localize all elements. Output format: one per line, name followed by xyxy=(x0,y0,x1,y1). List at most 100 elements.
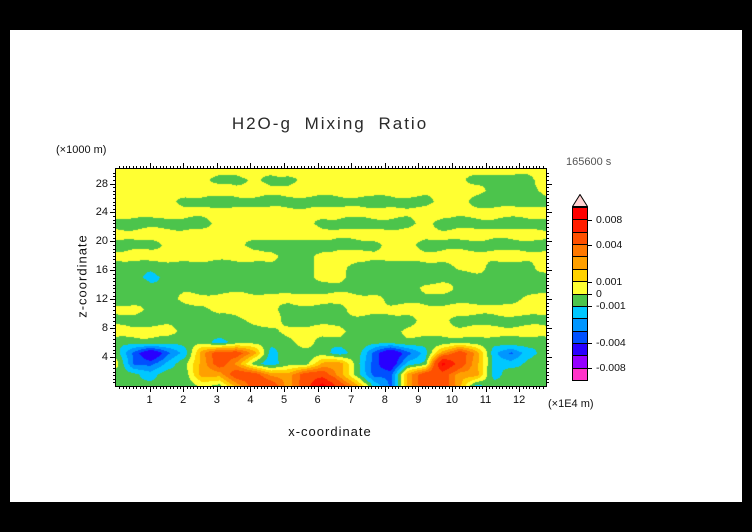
x-axis-tick-label: 6 xyxy=(314,394,321,406)
x-axis-tick xyxy=(163,166,164,168)
y-axis-tick xyxy=(547,335,549,337)
y-axis-tick xyxy=(110,241,115,243)
x-axis-tick xyxy=(502,166,504,168)
y-axis-tick xyxy=(547,176,549,178)
x-axis-tick xyxy=(297,166,299,168)
x-axis-tick xyxy=(401,166,403,168)
y-axis-tick xyxy=(547,197,549,199)
y-axis-tick xyxy=(113,360,115,362)
x-axis-tick xyxy=(200,387,201,389)
x-axis-tick xyxy=(522,387,524,389)
x-axis-tick xyxy=(169,166,171,168)
x-axis-tick xyxy=(220,387,222,389)
x-axis-tick xyxy=(515,166,517,168)
y-axis-tick xyxy=(113,244,115,246)
x-axis-tick xyxy=(378,387,379,389)
x-axis-tick xyxy=(337,166,339,168)
x-axis-tick xyxy=(324,387,326,389)
x-axis-tick xyxy=(210,166,212,168)
colorbar-band xyxy=(573,220,587,233)
x-axis-tick xyxy=(153,166,154,168)
x-axis-tick xyxy=(468,166,470,168)
y-axis-tick xyxy=(113,331,115,333)
x-axis-tick xyxy=(307,387,309,389)
y-axis-tick xyxy=(110,183,115,185)
x-axis-tick xyxy=(233,387,235,389)
x-axis-tick xyxy=(250,163,252,168)
y-axis-tick-label: 8 xyxy=(101,322,108,335)
x-axis-tick xyxy=(250,387,252,392)
x-axis-tick xyxy=(445,387,447,389)
y-axis-tick xyxy=(113,266,115,268)
y-axis-tick xyxy=(547,216,549,217)
x-axis-title: x-coordinate xyxy=(288,424,372,439)
x-axis-tick xyxy=(455,166,457,168)
y-axis-tick xyxy=(547,364,549,366)
x-axis-tick xyxy=(213,166,215,168)
x-axis-tick xyxy=(317,163,319,168)
x-axis-tick xyxy=(126,387,128,389)
y-axis-tick xyxy=(113,237,115,239)
x-axis-tick xyxy=(522,166,524,168)
y-axis-tick xyxy=(547,339,549,340)
x-axis-tick xyxy=(273,166,275,168)
y-axis-tick xyxy=(547,292,549,293)
x-axis-tick xyxy=(236,166,238,168)
x-axis-tick xyxy=(179,166,181,168)
y-axis-tick xyxy=(113,219,115,221)
x-axis-tick xyxy=(441,387,443,389)
y-axis-tick xyxy=(547,281,549,283)
x-axis-tick xyxy=(294,387,295,389)
y-axis-unit-label: (×1000 m) xyxy=(56,144,107,156)
x-axis-tick xyxy=(347,166,349,168)
x-axis-tick xyxy=(307,166,309,168)
y-axis-tick xyxy=(547,205,549,207)
x-axis-tick xyxy=(371,387,373,389)
colorbar-tick-label: -0.004 xyxy=(596,337,626,350)
y-axis-tick xyxy=(547,230,549,232)
y-axis-tick xyxy=(113,252,115,254)
x-axis-tick xyxy=(468,387,470,389)
x-axis-tick xyxy=(300,387,302,389)
x-axis-tick-label: 2 xyxy=(180,394,187,406)
x-axis-tick-label: 10 xyxy=(445,394,459,406)
x-axis-tick xyxy=(418,387,420,392)
y-axis-tick xyxy=(113,223,115,225)
y-axis-tick xyxy=(547,270,552,272)
x-axis-tick-label: 12 xyxy=(512,394,526,406)
x-axis-tick xyxy=(132,166,134,168)
x-axis-tick xyxy=(458,387,460,389)
x-axis-tick xyxy=(341,166,343,168)
x-axis-tick xyxy=(361,387,363,389)
y-axis-tick xyxy=(113,353,115,355)
x-axis-tick xyxy=(119,387,121,389)
y-axis-tick xyxy=(547,302,549,304)
x-axis-tick xyxy=(126,166,128,168)
x-axis-tick xyxy=(253,166,255,168)
x-axis-tick xyxy=(478,166,480,168)
x-axis-tick xyxy=(364,387,366,389)
y-axis-tick xyxy=(547,277,549,279)
y-axis-tick xyxy=(547,295,549,297)
x-axis-tick xyxy=(173,166,175,168)
x-axis-tick xyxy=(532,166,534,168)
x-axis-tick xyxy=(451,163,453,168)
x-axis-tick xyxy=(431,387,433,389)
y-axis-tick xyxy=(547,273,549,275)
x-axis-tick xyxy=(421,387,423,389)
colorbar-band xyxy=(573,319,587,332)
x-axis-tick xyxy=(280,387,282,389)
y-axis-tick xyxy=(547,266,549,268)
x-axis-tick xyxy=(146,387,148,389)
x-axis-tick xyxy=(512,387,514,389)
x-axis-tick xyxy=(200,166,201,168)
y-axis-tick xyxy=(113,205,115,207)
y-axis-tick xyxy=(113,324,115,326)
contour-field-canvas xyxy=(116,169,546,386)
x-axis-tick xyxy=(189,387,191,389)
x-axis-tick xyxy=(216,163,218,168)
x-axis-tick xyxy=(149,163,151,168)
y-axis-tick xyxy=(113,277,115,279)
x-axis-tick xyxy=(300,166,302,168)
y-axis-tick xyxy=(113,176,115,178)
